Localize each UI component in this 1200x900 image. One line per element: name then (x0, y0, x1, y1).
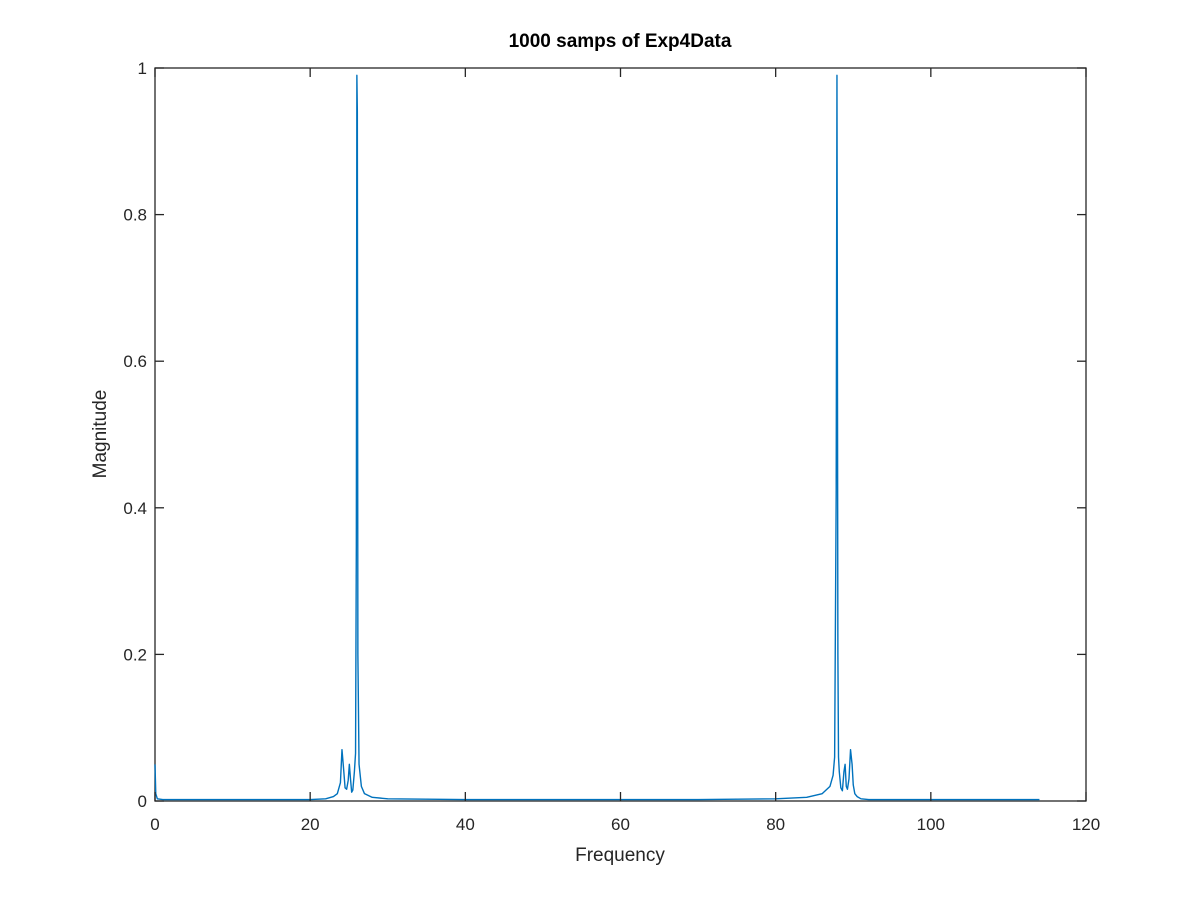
x-tick-label: 120 (1072, 815, 1100, 834)
y-tick-label: 0.4 (123, 499, 147, 518)
x-tick-label: 40 (456, 815, 475, 834)
y-tick-label: 1 (138, 59, 147, 78)
ticks-layer: 0 20 40 60 80 100 120 0 0.2 0.4 0.6 0.8 1 (123, 59, 1100, 834)
x-tick-label: 100 (917, 815, 945, 834)
axes-box (154, 67, 1087, 802)
x-axis-label: Frequency (575, 845, 665, 866)
x-tick-label: 20 (301, 815, 320, 834)
x-tick-label: 0 (150, 815, 159, 834)
plot-area: 0 20 40 60 80 100 120 0 0.2 0.4 0.6 0.8 1 (123, 59, 1100, 834)
y-tick-label: 0.6 (123, 352, 147, 371)
x-tick-label: 60 (611, 815, 630, 834)
series-layer (154, 74, 1040, 801)
y-tick-label: 0 (138, 792, 147, 811)
series-line-0 (154, 74, 1040, 801)
x-tick-label: 80 (766, 815, 785, 834)
chart-title: 1000 samps of Exp4Data (509, 31, 732, 52)
y-tick-label: 0.2 (123, 645, 147, 664)
y-axis-label: Magnitude (90, 390, 111, 479)
y-tick-label: 0.8 (123, 206, 147, 225)
